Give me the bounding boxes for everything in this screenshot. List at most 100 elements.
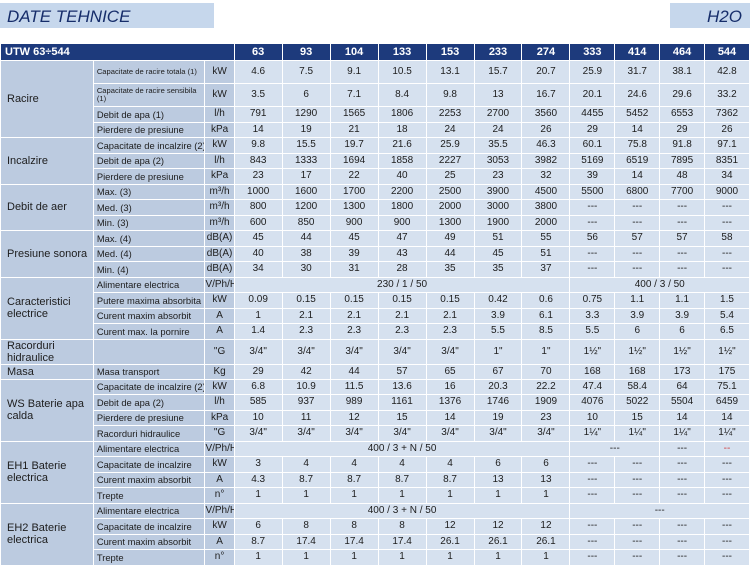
unit-cell: m³/h [204, 214, 235, 231]
value-cell: 4076 [569, 394, 616, 411]
value-cell: 1746 [473, 394, 523, 411]
value-cell: --- [703, 471, 750, 489]
value-cell: 25.9 [425, 137, 475, 154]
value-cell: 48 [659, 168, 705, 185]
value-cell: 3.9 [659, 307, 705, 324]
value-cell: --- [659, 214, 705, 231]
value-cell: --- [569, 199, 616, 216]
value-cell: 70 [521, 363, 571, 380]
table-row: Capacitate de incalzire kW 6 8 8 8 12 12 12 --- --… [1, 518, 750, 535]
value-cell: --- [614, 518, 661, 535]
value-cell: 4455 [569, 106, 616, 123]
unit-cell: V/Ph/Hz [204, 276, 235, 293]
value-cell: 29.6 [659, 83, 705, 107]
value-cell: 42 [281, 363, 331, 380]
value-cell: 1858 [377, 152, 427, 169]
value-cell: 6459 [703, 394, 750, 411]
value-cell: 6800 [614, 183, 661, 200]
value-cell: 10.9 [281, 378, 331, 396]
value-cell: 5169 [569, 152, 616, 169]
value-cell: 3/4" [425, 338, 475, 365]
value-cell: 3560 [521, 106, 571, 123]
value-cell: 10 [569, 409, 616, 427]
value-cell: 47.4 [569, 378, 616, 396]
value-cell: 4.6 [233, 60, 283, 84]
value-cell: 51 [521, 245, 571, 262]
table-row: Debit de apa (2) l/h 585 937 989 1161 1376 1746… [1, 394, 750, 411]
value-cell: 1½" [703, 338, 750, 365]
unit-cell: "G [204, 425, 235, 442]
value-cell: 5022 [614, 394, 661, 411]
model-column-header: 544 [703, 43, 750, 61]
value-cell: 3/4" [233, 338, 283, 365]
value-cell: 7895 [659, 152, 705, 169]
row-label: Debit de apa (2) [92, 394, 206, 411]
value-cell: 2500 [425, 183, 475, 200]
value-cell: --- [703, 533, 750, 551]
value-cell: 5452 [614, 106, 661, 123]
row-label: Capacitate de incalzire [92, 456, 206, 473]
group-label: Presiune sonora [0, 230, 94, 278]
table-row: Masa Masa transport Kg 29 42 44 57 65 67 70 168 168… [0, 363, 750, 380]
value-cell: 3/4" [377, 425, 427, 442]
value-cell: 1 [377, 487, 427, 504]
value-cell: 6 [614, 323, 661, 340]
table-row: Capacitate de racire sensibila (1) kW 3.5 6… [1, 83, 750, 107]
group-label: WS Baterie apa calda [0, 378, 94, 442]
row-label: Debit de apa (1) [92, 106, 206, 123]
value-cell: 35.5 [473, 137, 523, 154]
value-cell: 44 [329, 363, 379, 380]
table-header-row: UTW 63÷544 63 93 104 133 153 233 274 333… [0, 43, 750, 61]
table-row: Capacitate de incalzire kW 3 4 4 4 4 6 6 --- --- --… [1, 456, 750, 473]
value-cell: 1376 [425, 394, 475, 411]
unit-cell: kPa [204, 168, 235, 185]
value-cell: 1½" [614, 338, 661, 365]
row-label: Alimentare electrica [92, 440, 206, 458]
value-cell: 9.8 [425, 83, 475, 107]
value-cell: 14 [659, 409, 705, 427]
value-cell: --- [703, 261, 750, 278]
value-cell: 3/4" [281, 425, 331, 442]
row-label: Alimentare electrica [92, 502, 206, 520]
table-row: Presiune sonora Max. (4) dB(A) 45 44 45 47 49 51… [0, 230, 750, 278]
value-cell: 0.15 [377, 292, 427, 309]
row-label: Trepte [92, 487, 206, 504]
value-cell: 1 [521, 487, 571, 504]
unit-cell: l/h [204, 152, 235, 169]
value-cell: 791 [233, 106, 283, 123]
value-cell: 10 [233, 409, 283, 427]
value-cell: 7700 [659, 183, 705, 200]
model-column-header: 133 [377, 43, 427, 61]
value-cell: 2.1 [425, 307, 475, 324]
value-cell: 1000 [233, 183, 283, 200]
span-value-cell: --- [569, 502, 750, 520]
value-cell: 3800 [521, 199, 571, 216]
table-row: Debit de apa (2) l/h 843 1333 1694 1858 2227 30… [1, 152, 750, 169]
value-cell: 3/4" [329, 338, 379, 365]
value-cell: 2.1 [377, 307, 427, 324]
row-label: Curent maxim absorbit [92, 533, 206, 551]
value-cell: --- [659, 487, 705, 504]
value-cell: 75.1 [703, 378, 750, 396]
value-cell: 13 [473, 83, 523, 107]
value-cell: 4 [425, 456, 475, 473]
value-cell: 45 [329, 230, 379, 247]
value-cell: 14 [233, 121, 283, 138]
model-column-header: 153 [425, 43, 475, 61]
value-cell: 1565 [329, 106, 379, 123]
row-label: Med. (3) [92, 199, 206, 216]
value-cell: 4 [377, 456, 427, 473]
row-label: Capacitate de incalzire [92, 518, 206, 535]
value-cell: 1161 [377, 394, 427, 411]
table-row: Min. (3) m³/h 600 850 900 900 1300 1900 2000 --- -… [1, 214, 750, 231]
table-row: Med. (4) dB(A) 40 38 39 43 44 45 51 --- --- --- --- [1, 245, 750, 262]
value-cell: 29 [569, 121, 616, 138]
value-cell: 1¼" [659, 425, 705, 442]
value-cell: 43 [377, 245, 427, 262]
value-cell: 16 [425, 378, 475, 396]
unit-cell: Kg [204, 363, 235, 380]
value-cell: 6 [659, 323, 705, 340]
value-cell: 15.7 [473, 60, 523, 84]
value-cell: 1 [425, 487, 475, 504]
value-cell: 850 [281, 214, 331, 231]
